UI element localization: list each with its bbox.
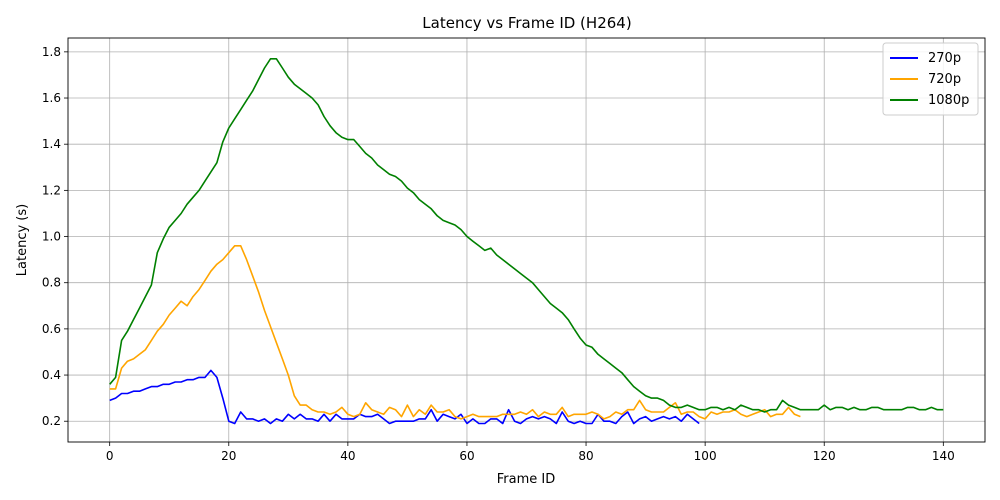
x-tick-label: 140 <box>932 449 955 463</box>
plot-background <box>68 38 985 442</box>
legend-label-270p: 270p <box>928 51 961 66</box>
series-line-720p <box>109 245 801 420</box>
y-tick-label: 0.8 <box>42 276 61 290</box>
x-axis-ticks: 0 20 40 60 80 100 120 140 <box>106 442 955 463</box>
legend-entry-720p: 720p <box>890 72 961 87</box>
y-tick-label: 1.4 <box>42 137 61 151</box>
series-layer <box>109 57 944 425</box>
y-tick-label: 1.6 <box>42 91 61 105</box>
x-tick-label: 80 <box>578 449 593 463</box>
legend-label-720p: 720p <box>928 72 961 87</box>
legend-entry-270p: 270p <box>890 51 961 66</box>
series-line-270p <box>109 369 700 425</box>
y-axis-label: Latency (s) <box>15 204 30 276</box>
plot-area: 0 20 40 60 80 100 120 140 0.2 0.4 0.6 0.8 1.0 1.2 1.4… <box>42 37 986 463</box>
legend-box <box>882 42 979 116</box>
x-tick-label: 40 <box>340 449 355 463</box>
series-line-1080p <box>109 57 944 413</box>
y-axis-ticks: 0.2 0.4 0.6 0.8 1.0 1.2 1.4 1.6 1.8 <box>42 45 68 428</box>
y-tick-label: 0.4 <box>42 368 61 382</box>
x-tick-label: 20 <box>221 449 236 463</box>
x-tick-label: 100 <box>694 449 717 463</box>
y-tick-label: 0.2 <box>42 414 61 428</box>
legend-label-1080p: 1080p <box>928 93 969 108</box>
chart-title: Latency vs Frame ID (H264) <box>422 14 631 32</box>
legend: 270p 720p 1080p <box>882 42 979 116</box>
x-tick-label: 0 <box>106 449 114 463</box>
y-tick-label: 1.0 <box>42 230 61 244</box>
x-tick-label: 120 <box>813 449 836 463</box>
y-tick-label: 1.8 <box>42 45 61 59</box>
x-axis-label: Frame ID <box>497 472 555 487</box>
x-tick-label: 60 <box>459 449 474 463</box>
y-tick-label: 0.6 <box>42 322 61 336</box>
plot-frame <box>67 37 986 443</box>
y-tick-label: 1.2 <box>42 183 61 197</box>
legend-entry-1080p: 1080p <box>890 93 969 108</box>
